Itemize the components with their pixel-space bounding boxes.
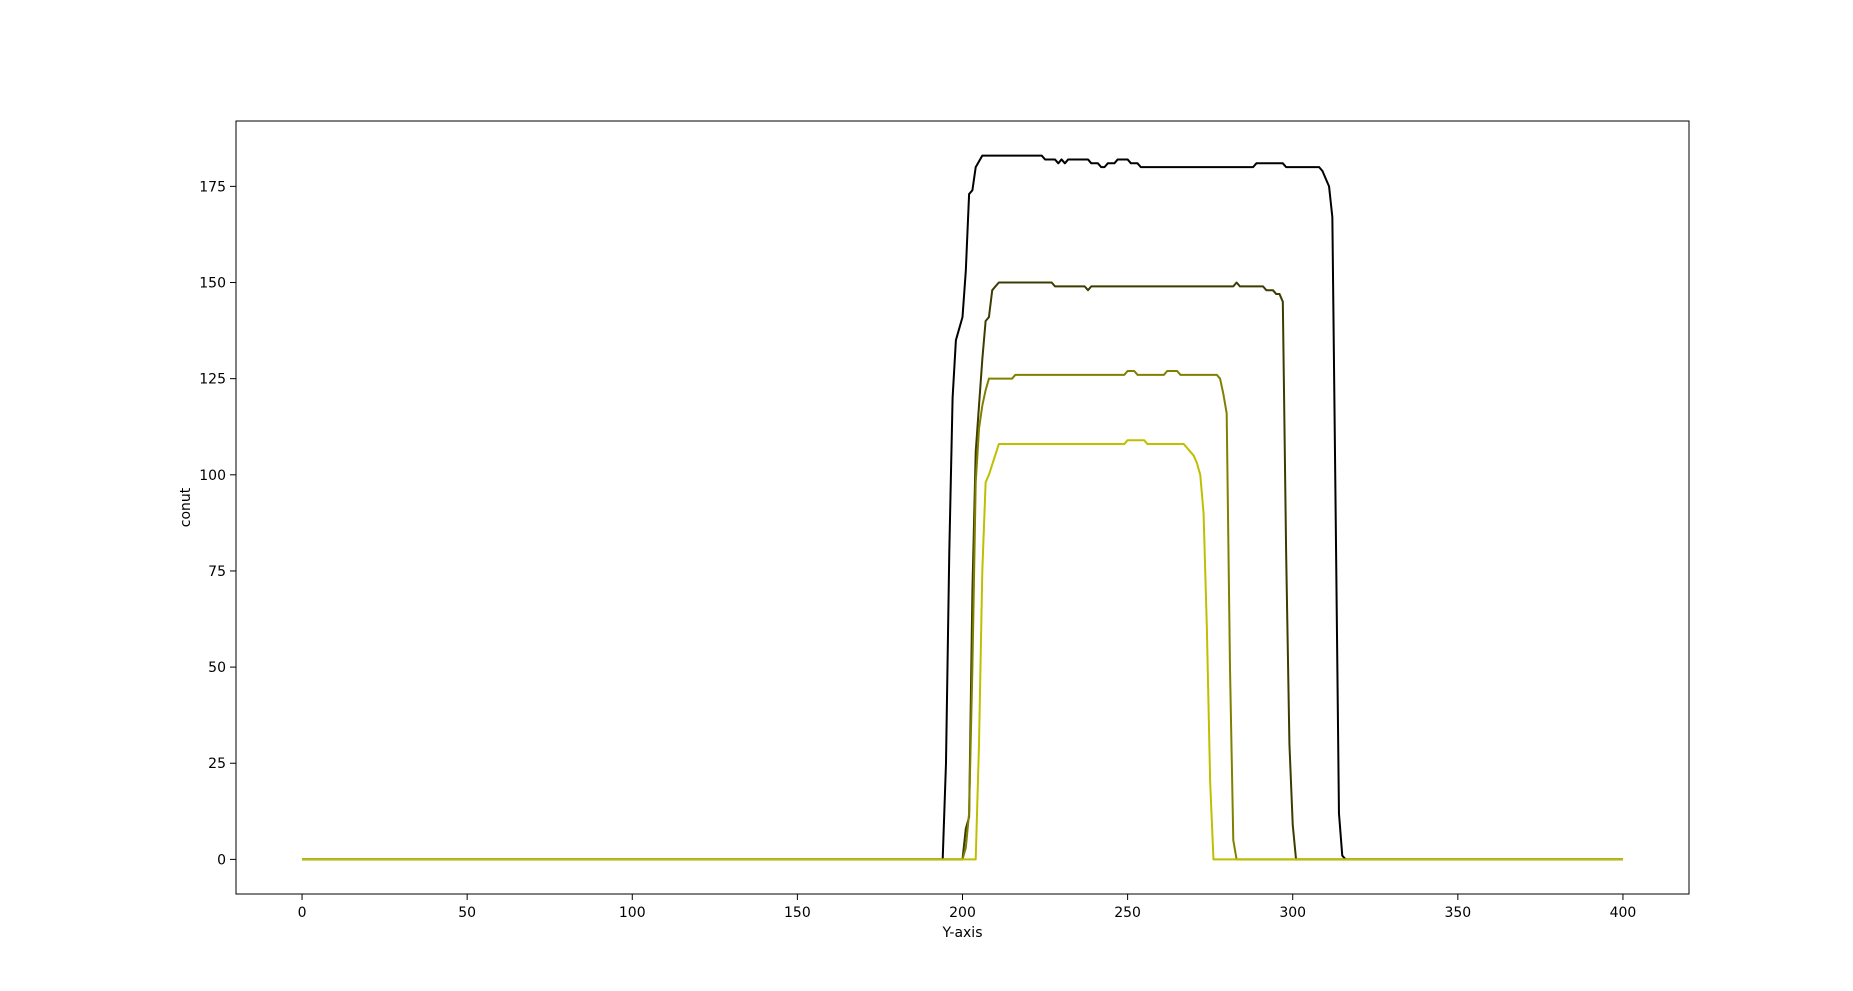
x-tick-label: 100 bbox=[619, 905, 646, 921]
series-line-3 bbox=[302, 369, 1623, 861]
x-tick-label: 50 bbox=[458, 905, 476, 921]
y-tick-label: 125 bbox=[199, 372, 226, 388]
x-tick-label: 400 bbox=[1610, 905, 1637, 921]
x-tick-label: 150 bbox=[784, 905, 811, 921]
y-tick-label: 75 bbox=[208, 564, 226, 580]
y-axis-label: conut bbox=[178, 487, 194, 527]
x-axis-label: Y-axis bbox=[942, 925, 983, 941]
x-ticks: 0 50 100 150 200 250 300 350 400 bbox=[298, 894, 1637, 921]
series-line-1 bbox=[302, 154, 1623, 861]
y-tick-label: 175 bbox=[199, 179, 226, 195]
x-tick-label: 250 bbox=[1114, 905, 1141, 921]
series-line-4 bbox=[302, 439, 1623, 861]
series-layer bbox=[302, 154, 1623, 861]
x-tick-label: 0 bbox=[298, 905, 307, 921]
y-tick-label: 0 bbox=[217, 852, 226, 868]
plot-frame bbox=[235, 120, 1690, 895]
y-tick-label: 25 bbox=[208, 756, 226, 772]
y-tick-label: 150 bbox=[199, 276, 226, 292]
series-line-2 bbox=[302, 281, 1623, 861]
y-ticks: 0 25 50 75 100 125 150 175 bbox=[199, 179, 236, 868]
x-tick-label: 200 bbox=[949, 905, 976, 921]
x-tick-label: 350 bbox=[1444, 905, 1471, 921]
y-tick-label: 100 bbox=[199, 468, 226, 484]
x-tick-label: 300 bbox=[1279, 905, 1306, 921]
y-tick-label: 50 bbox=[208, 660, 226, 676]
